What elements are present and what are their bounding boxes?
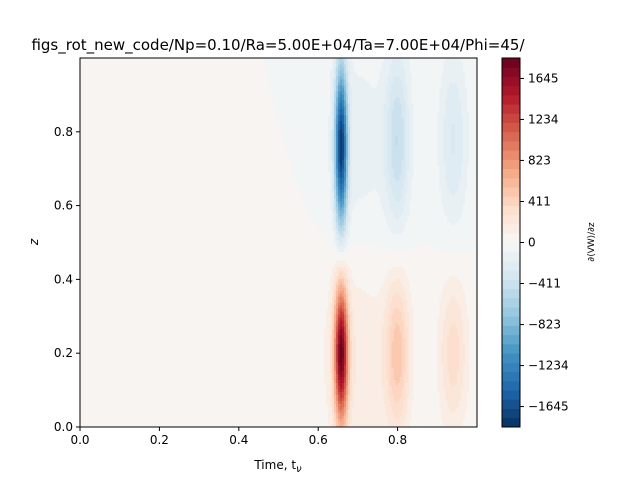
plot-area: [80, 58, 478, 428]
heatmap-field: [80, 58, 478, 428]
chart-title: figs_rot_new_code/Np=0.10/Ra=5.00E+04/Ta…: [31, 36, 525, 55]
